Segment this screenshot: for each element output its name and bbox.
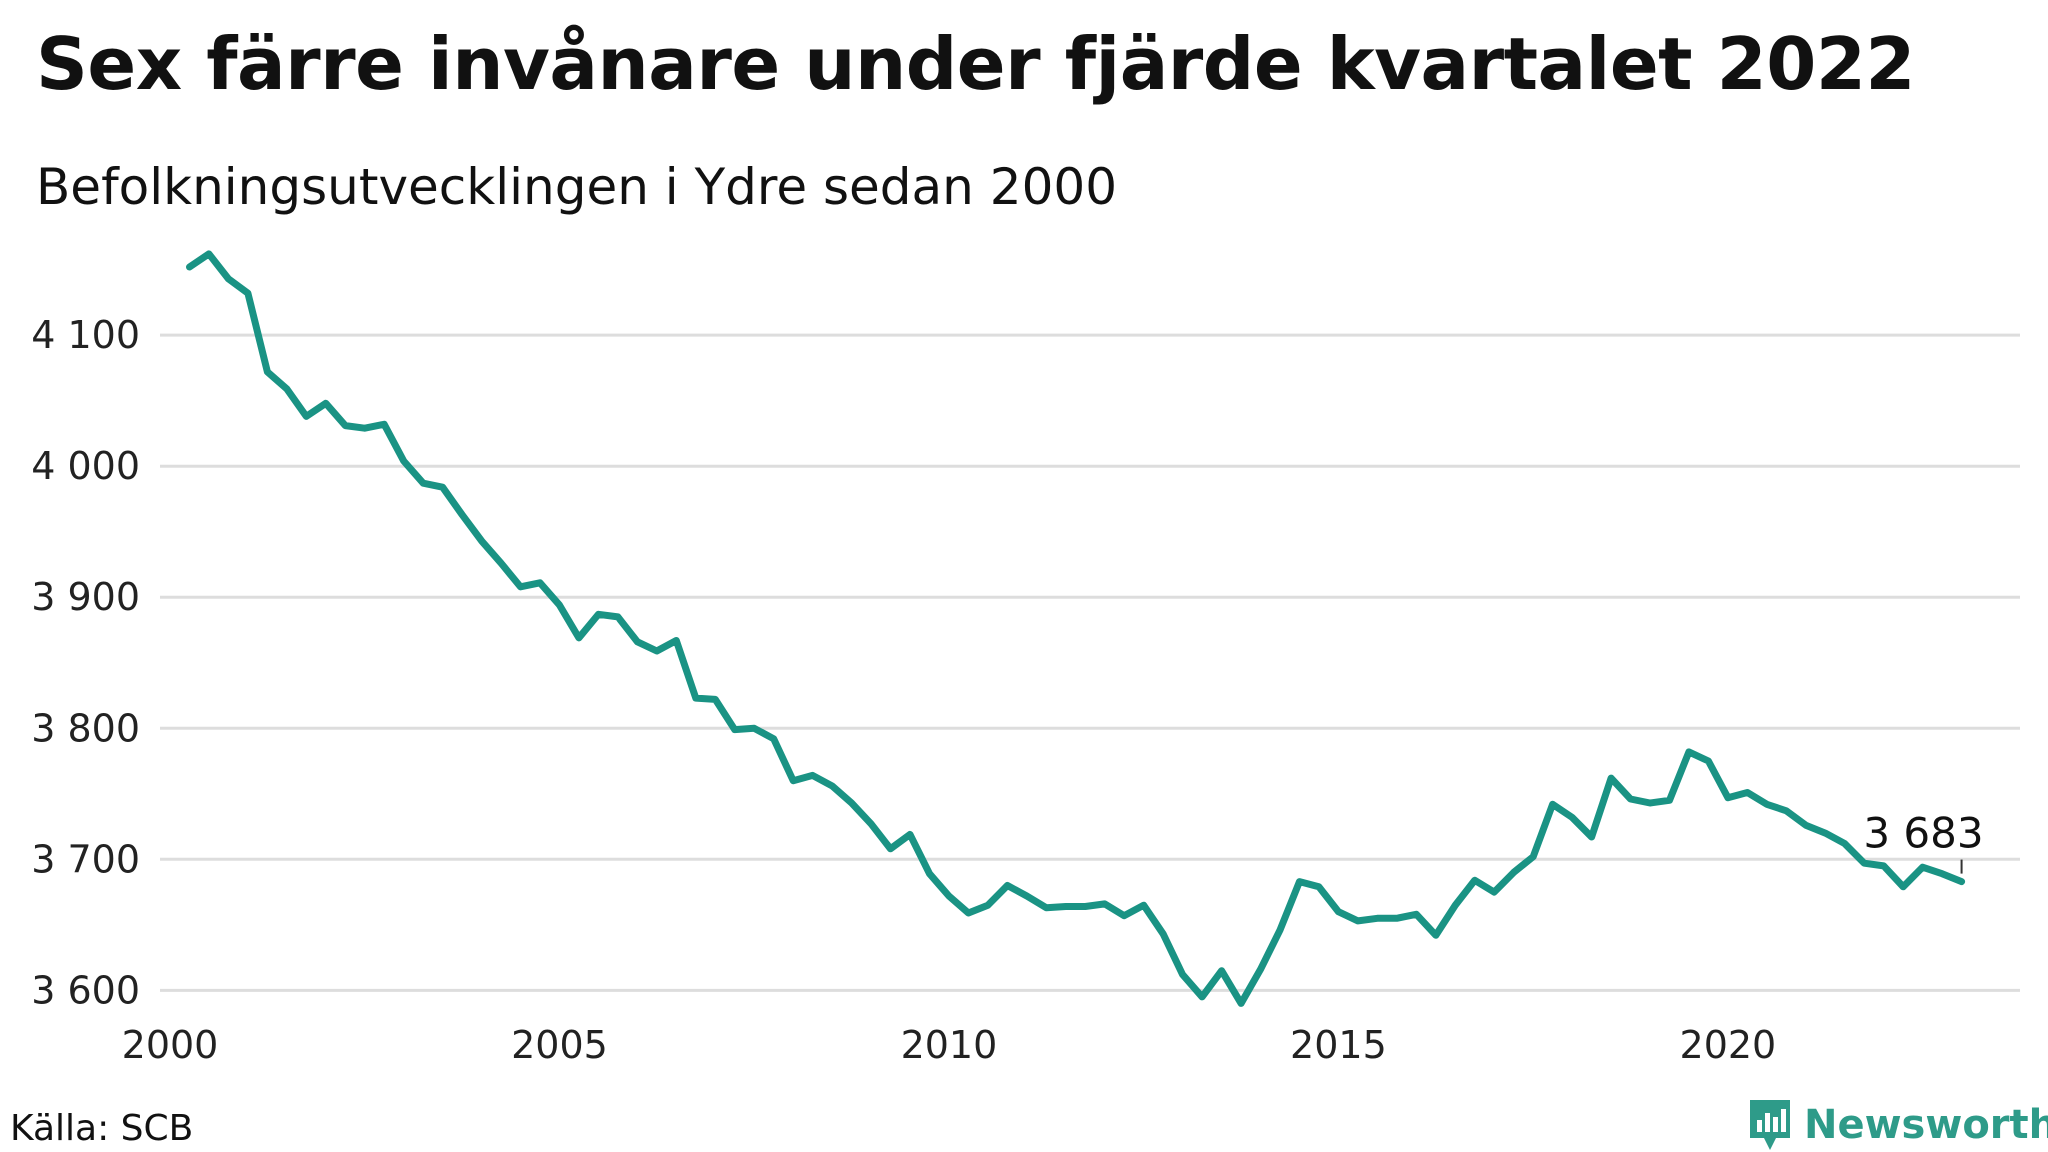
newsworthy-logo-icon [1750,1100,1790,1150]
brand-logo[interactable]: Newsworthy [1748,1098,2048,1152]
y-tick-label: 4 000 [31,444,140,488]
y-axis-ticks: 3 600 3 700 3 800 3 900 4 000 4 100 [31,313,140,1012]
y-tick-label: 3 700 [31,837,140,881]
x-tick-label: 2000 [122,1023,219,1067]
y-tick-label: 4 100 [31,313,140,357]
y-tick-label: 3 800 [31,706,140,750]
brand-name: Newsworthy [1804,1102,2048,1148]
x-tick-label: 2020 [1680,1023,1777,1067]
x-tick-label: 2005 [511,1023,608,1067]
grid-lines [160,333,2020,992]
x-axis-ticks: 2000 2005 2010 2015 2020 [122,1023,1777,1067]
chart-subtitle: Befolkningsutvecklingen i Ydre sedan 200… [36,158,1118,216]
x-tick-label: 2010 [901,1023,998,1067]
x-tick-label: 2015 [1290,1023,1387,1067]
end-value-label: 3 683 [1863,809,1983,858]
y-tick-label: 3 600 [31,968,140,1012]
series-layer [186,250,1966,1007]
source-label: Källa: SCB [10,1108,194,1149]
y-tick-label: 3 900 [31,575,140,619]
chart-title: Sex färre invånare under fjärde kvartale… [36,22,1916,106]
annotation-layer: 3 683 [1863,809,1984,874]
series-line [186,250,1966,1007]
